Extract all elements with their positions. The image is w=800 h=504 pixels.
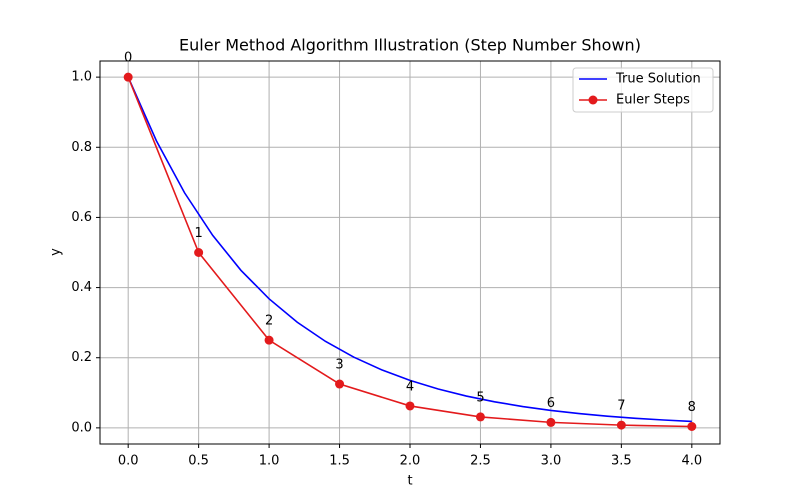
y-tick-label: 1.0 [71, 70, 92, 85]
y-tick-label: 0.8 [71, 140, 92, 155]
step-label: 3 [335, 358, 343, 373]
x-tick-label: 0.5 [188, 454, 209, 469]
x-axis-label: t [407, 474, 412, 489]
chart-title: Euler Method Algorithm Illustration (Ste… [179, 36, 641, 55]
data-point [546, 417, 556, 427]
data-point [475, 412, 485, 422]
x-tick-label: 3.5 [611, 454, 632, 469]
x-tick-label: 1.0 [259, 454, 280, 469]
step-label: 4 [406, 379, 414, 394]
step-label: 6 [547, 396, 555, 411]
legend-marker [588, 95, 598, 105]
data-point [264, 335, 274, 345]
x-tick-label: 2.0 [400, 454, 421, 469]
plot-frame [99, 60, 721, 445]
step-label: 0 [124, 51, 132, 66]
data-point [335, 379, 345, 389]
series-line [127, 76, 692, 423]
y-axis-label: y [49, 248, 64, 256]
x-tick-label: 2.5 [470, 454, 491, 469]
legend-label: True Solution [615, 72, 701, 87]
y-tick-label: 0.2 [71, 350, 92, 365]
legend-box [572, 67, 714, 113]
x-tick-label: 3.0 [541, 454, 562, 469]
data-point [194, 248, 204, 257]
data-point [123, 72, 133, 82]
step-label: 8 [688, 400, 696, 415]
x-tick-label: 1.5 [329, 454, 350, 469]
data-point [616, 420, 626, 430]
step-label: 2 [265, 314, 273, 329]
x-tick-label: 4.0 [681, 454, 702, 469]
y-tick-label: 0.6 [71, 210, 92, 225]
step-label: 1 [194, 226, 202, 241]
data-point [405, 401, 415, 411]
legend: True Solution Euler Steps [572, 67, 714, 113]
x-tick-label: 0.0 [118, 454, 139, 469]
step-label: 5 [476, 390, 484, 405]
y-tick-label: 0.4 [71, 280, 92, 295]
y-tick-label: 0.0 [71, 420, 92, 435]
step-label: 7 [617, 399, 625, 414]
legend-label: Euler Steps [616, 93, 690, 108]
data-point [687, 421, 697, 431]
